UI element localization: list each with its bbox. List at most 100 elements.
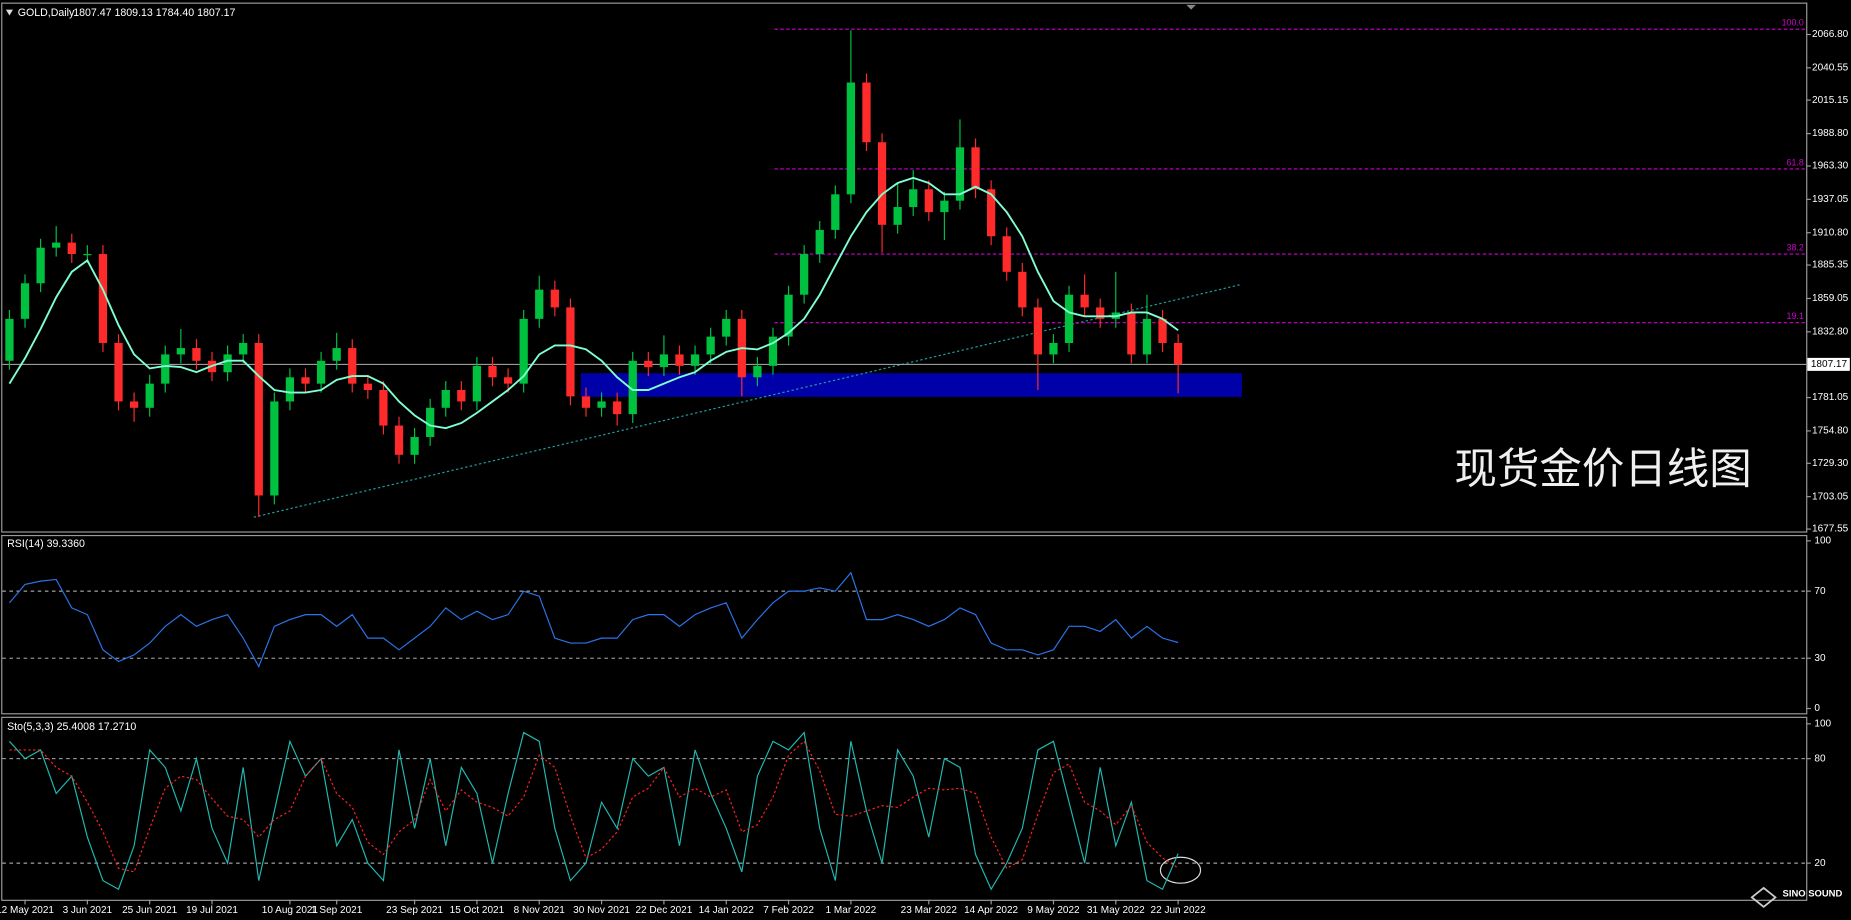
- fib-label: 61.8: [1787, 157, 1804, 167]
- menu-arrow: [5, 9, 13, 16]
- candle-body: [363, 383, 372, 391]
- candle-body: [690, 354, 700, 366]
- y-tick-label: 1754.80: [1812, 426, 1849, 437]
- fib-label: 100.0: [1782, 18, 1804, 28]
- candle-body: [909, 189, 918, 208]
- candle-body: [784, 294, 793, 337]
- candle-body: [426, 407, 435, 438]
- candle-body: [348, 348, 357, 384]
- candle-body: [987, 189, 996, 237]
- symbol-title: GOLD,Daily: [18, 7, 75, 19]
- candle-body: [192, 348, 201, 361]
- last-price-box: [1807, 357, 1850, 371]
- candle-body: [862, 82, 871, 143]
- candle-body: [535, 289, 544, 319]
- x-tick-label: 9 May 2022: [1027, 905, 1080, 916]
- candle-body: [955, 147, 965, 201]
- sto-panel: [1, 716, 1808, 901]
- y-tick-label: 0: [1814, 703, 1820, 714]
- candle-body: [67, 242, 76, 255]
- indicator-line: [8, 571, 1179, 668]
- y-tick-label: 1781.05: [1812, 392, 1849, 403]
- y-tick-label: 1677.55: [1812, 524, 1849, 535]
- candle-body: [628, 360, 637, 415]
- candle-body: [1049, 342, 1058, 355]
- candle-body: [394, 425, 404, 455]
- candle-body: [285, 377, 295, 402]
- candle-body: [877, 142, 887, 225]
- candle-body: [659, 354, 669, 368]
- x-tick-label: 25 Jun 2021: [122, 905, 178, 916]
- candle-body: [722, 318, 731, 337]
- candle-body: [1002, 236, 1011, 272]
- candle-body: [597, 401, 606, 408]
- candle-body: [176, 348, 185, 355]
- logo: SINO SOUND: [1783, 888, 1843, 899]
- y-tick-label: 100: [1814, 536, 1831, 547]
- candle-body: [301, 377, 310, 384]
- y-tick-label: 1963.30: [1812, 161, 1849, 172]
- fib-label: 19.1: [1787, 311, 1804, 321]
- candle-body: [768, 336, 778, 366]
- y-tick-label: 1832.80: [1812, 326, 1849, 337]
- candle-body: [706, 336, 715, 355]
- x-tick-label: 12 May 2021: [0, 905, 54, 916]
- y-tick-label: 2066.80: [1812, 29, 1849, 40]
- moving-average: [8, 176, 1179, 430]
- x-tick-label: 23 Sep 2021: [386, 905, 443, 916]
- candle-body: [5, 318, 14, 361]
- logo-icon: [1750, 886, 1777, 908]
- candle-body: [114, 342, 123, 402]
- candle-body: [36, 247, 45, 284]
- candle-body: [1142, 318, 1152, 355]
- y-tick-label: 1910.80: [1812, 227, 1849, 238]
- candle-body: [1033, 307, 1043, 355]
- candle-body: [161, 354, 170, 384]
- x-tick-label: 14 Jan 2022: [699, 905, 755, 916]
- candle-body: [410, 437, 419, 455]
- candle-body: [831, 194, 840, 230]
- candle-body: [924, 189, 933, 213]
- candle-body: [1158, 318, 1167, 343]
- x-tick-label: 30 Nov 2021: [573, 905, 630, 916]
- support-zone: [580, 373, 1242, 397]
- candle-body: [971, 147, 980, 190]
- candle-body: [1096, 307, 1105, 319]
- candle-body: [940, 200, 949, 213]
- candle-body: [441, 390, 450, 408]
- y-tick-label: 100: [1814, 718, 1831, 729]
- candle-body: [20, 283, 30, 319]
- candle-body: [98, 254, 108, 343]
- y-tick-label: 30: [1814, 653, 1826, 664]
- candle-body: [223, 354, 232, 373]
- x-tick-label: 22 Dec 2021: [635, 905, 692, 916]
- candle-body: [1127, 312, 1136, 355]
- candle-body: [1080, 294, 1089, 308]
- candle-body: [1064, 294, 1074, 343]
- rsi-panel: [1, 534, 1808, 715]
- y-tick-label: 1885.35: [1812, 260, 1849, 271]
- price-panel: [1, 2, 1808, 533]
- x-tick-label: 23 Mar 2022: [901, 905, 958, 916]
- candle-body: [1018, 271, 1027, 308]
- y-tick-label: 1988.80: [1812, 128, 1849, 139]
- y-tick-label: 1937.05: [1812, 194, 1849, 205]
- y-tick-label: 20: [1814, 858, 1826, 869]
- last-price-label: 1807.17: [1811, 359, 1848, 370]
- y-tick-label: 2040.55: [1812, 63, 1849, 74]
- candle-body: [503, 377, 513, 384]
- candle-body: [581, 396, 591, 408]
- candle-body: [472, 365, 482, 402]
- candle-body: [254, 342, 263, 496]
- rsi-title: RSI(14) 39.3360: [7, 538, 85, 550]
- y-tick-label: 2015.15: [1812, 95, 1849, 106]
- highlight-circle: [1159, 856, 1202, 884]
- x-tick-label: 10 Aug 2021: [262, 905, 319, 916]
- indicator-line: [9, 740, 1179, 873]
- x-tick-label: 1 Mar 2022: [826, 905, 877, 916]
- candle-body: [550, 289, 559, 308]
- ohlc-header: 1807.47 1809.13 1784.40 1807.17: [73, 7, 235, 19]
- candle-body: [800, 254, 809, 295]
- y-tick-label: 70: [1814, 586, 1826, 597]
